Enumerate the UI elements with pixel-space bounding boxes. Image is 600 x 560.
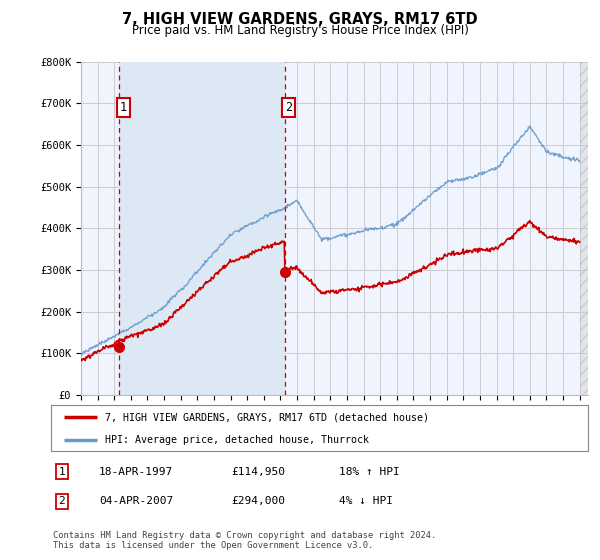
Text: £294,000: £294,000	[231, 496, 285, 506]
Text: Price paid vs. HM Land Registry's House Price Index (HPI): Price paid vs. HM Land Registry's House …	[131, 24, 469, 37]
Bar	[580, 62, 588, 395]
Text: Contains HM Land Registry data © Crown copyright and database right 2024.
This d: Contains HM Land Registry data © Crown c…	[53, 530, 436, 550]
Text: HPI: Average price, detached house, Thurrock: HPI: Average price, detached house, Thur…	[105, 435, 369, 445]
Text: £114,950: £114,950	[231, 466, 285, 477]
Text: 1: 1	[58, 466, 65, 477]
Text: 2: 2	[285, 101, 292, 114]
Text: 7, HIGH VIEW GARDENS, GRAYS, RM17 6TD (detached house): 7, HIGH VIEW GARDENS, GRAYS, RM17 6TD (d…	[105, 412, 429, 422]
Bar	[119, 62, 284, 395]
Text: 04-APR-2007: 04-APR-2007	[99, 496, 173, 506]
Text: 18-APR-1997: 18-APR-1997	[99, 466, 173, 477]
Text: 4% ↓ HPI: 4% ↓ HPI	[339, 496, 393, 506]
Text: 18% ↑ HPI: 18% ↑ HPI	[339, 466, 400, 477]
Text: 1: 1	[119, 101, 127, 114]
Text: 2: 2	[58, 496, 65, 506]
Text: 7, HIGH VIEW GARDENS, GRAYS, RM17 6TD: 7, HIGH VIEW GARDENS, GRAYS, RM17 6TD	[122, 12, 478, 27]
